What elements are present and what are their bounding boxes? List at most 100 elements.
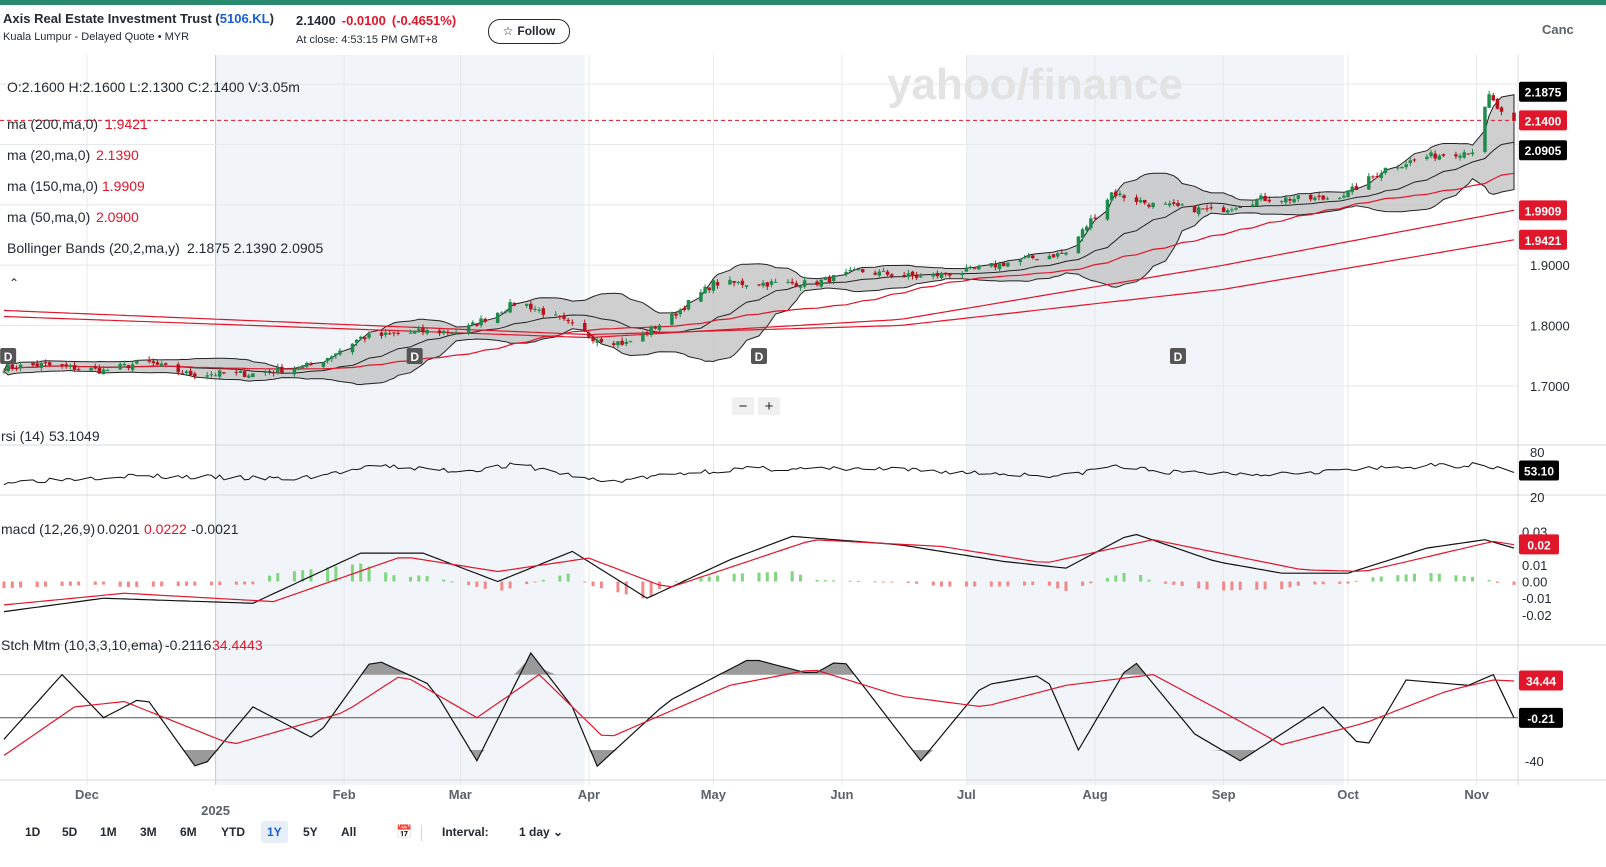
candle[interactable]	[1089, 215, 1093, 231]
candle[interactable]	[612, 340, 616, 348]
candle[interactable]	[873, 270, 877, 276]
candle[interactable]	[910, 270, 915, 280]
candle[interactable]	[645, 329, 649, 337]
candle[interactable]	[72, 361, 77, 371]
candle[interactable]	[363, 336, 367, 343]
candle[interactable]	[794, 280, 799, 288]
candle[interactable]	[1259, 193, 1263, 202]
candle[interactable]	[18, 361, 23, 372]
candle[interactable]	[641, 331, 645, 342]
candle[interactable]	[977, 264, 981, 271]
dividend-marker[interactable]: D	[0, 348, 17, 364]
candle[interactable]	[1138, 197, 1143, 204]
candle[interactable]	[1263, 192, 1267, 202]
candle[interactable]	[595, 337, 599, 347]
candle[interactable]	[1018, 258, 1023, 266]
candle[interactable]	[383, 329, 388, 338]
candle[interactable]	[620, 337, 624, 346]
candle[interactable]	[885, 269, 890, 277]
candle[interactable]	[280, 363, 284, 374]
candle[interactable]	[1080, 227, 1085, 242]
candle[interactable]	[76, 367, 81, 371]
candle[interactable]	[1499, 106, 1504, 116]
candle[interactable]	[1308, 193, 1313, 202]
candle[interactable]	[587, 330, 591, 339]
candle[interactable]	[972, 266, 977, 270]
candle[interactable]	[188, 367, 193, 376]
candle[interactable]	[367, 331, 371, 340]
candle[interactable]	[1441, 153, 1446, 158]
candle[interactable]	[68, 363, 73, 370]
candle[interactable]	[425, 328, 429, 336]
candle[interactable]	[948, 272, 952, 280]
candle[interactable]	[686, 299, 691, 311]
candle[interactable]	[711, 278, 716, 294]
candle[interactable]	[292, 366, 297, 377]
candle[interactable]	[1180, 202, 1184, 206]
candle[interactable]	[678, 308, 682, 318]
candle[interactable]	[856, 268, 861, 271]
range-button-6m[interactable]: 6M	[180, 825, 197, 839]
candle[interactable]	[1163, 201, 1168, 205]
candle[interactable]	[914, 271, 919, 280]
candle[interactable]	[736, 280, 740, 285]
candle[interactable]	[1176, 199, 1180, 208]
candle[interactable]	[890, 272, 894, 279]
candle[interactable]	[740, 278, 745, 288]
candle[interactable]	[446, 329, 450, 336]
candle[interactable]	[276, 363, 280, 375]
candle[interactable]	[1454, 151, 1458, 159]
candle[interactable]	[396, 329, 400, 336]
candle[interactable]	[765, 281, 770, 290]
candle[interactable]	[512, 302, 516, 307]
candle[interactable]	[1051, 254, 1056, 258]
candle[interactable]	[1350, 183, 1354, 195]
candle[interactable]	[64, 362, 68, 369]
candle[interactable]	[247, 373, 251, 379]
candle[interactable]	[1346, 189, 1350, 198]
candle[interactable]	[931, 272, 935, 280]
candle[interactable]	[1002, 262, 1006, 267]
candle[interactable]	[989, 262, 994, 268]
candle[interactable]	[1412, 158, 1417, 163]
candle[interactable]	[583, 319, 587, 333]
candle[interactable]	[1234, 205, 1238, 211]
candle[interactable]	[126, 364, 131, 371]
candle[interactable]	[1425, 154, 1429, 161]
candle[interactable]	[1201, 208, 1205, 210]
candle[interactable]	[993, 260, 998, 271]
range-button-3m[interactable]: 3M	[140, 825, 157, 839]
candle[interactable]	[454, 328, 458, 335]
candle[interactable]	[1221, 205, 1226, 213]
candle[interactable]	[1292, 195, 1296, 204]
candle[interactable]	[350, 343, 355, 355]
candle[interactable]	[450, 331, 454, 336]
candle[interactable]	[1313, 195, 1317, 202]
candle[interactable]	[1371, 175, 1375, 180]
candle[interactable]	[184, 369, 189, 376]
candle[interactable]	[508, 299, 512, 314]
candle[interactable]	[657, 323, 662, 332]
candle[interactable]	[827, 275, 832, 283]
range-button-ytd[interactable]: YTD	[221, 825, 245, 839]
candle[interactable]	[234, 368, 239, 376]
candle[interactable]	[1491, 92, 1495, 102]
candle[interactable]	[325, 357, 330, 364]
range-button-1d[interactable]: 1D	[25, 825, 41, 839]
candle[interactable]	[1354, 183, 1359, 191]
dividend-marker[interactable]: D	[751, 348, 767, 364]
candle[interactable]	[1226, 208, 1230, 215]
candle[interactable]	[471, 320, 475, 326]
candle[interactable]	[649, 325, 653, 338]
candle[interactable]	[1296, 195, 1301, 202]
candle[interactable]	[1267, 196, 1271, 204]
candle[interactable]	[852, 267, 857, 271]
candle[interactable]	[1279, 200, 1284, 205]
candle[interactable]	[1462, 149, 1466, 160]
candle[interactable]	[151, 358, 156, 366]
candle[interactable]	[1483, 106, 1487, 154]
zoom-in-button[interactable]	[758, 397, 780, 415]
candle[interactable]	[1342, 192, 1346, 199]
candle[interactable]	[205, 372, 210, 380]
candle[interactable]	[305, 361, 309, 369]
